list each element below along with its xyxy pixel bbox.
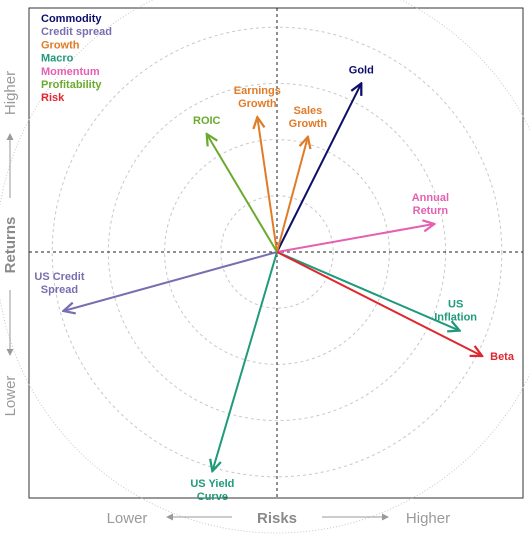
vector-gold — [276, 83, 361, 253]
y-axis-down-arrow — [6, 290, 14, 356]
vector-roic — [207, 134, 278, 253]
y-axis-up-arrow — [6, 133, 14, 198]
x-axis-low-label: Lower — [107, 510, 148, 527]
vector-label-annual-return: Annual Return — [412, 192, 449, 217]
x-axis-right-arrow — [322, 513, 389, 521]
vector-label-group: Gold US Credit Spread Earnings Growth Sales Gr… — [34, 64, 514, 503]
legend-item-credit-spread: Credit spread — [41, 26, 112, 38]
vector-earnings-growth — [257, 117, 278, 253]
vector-label-beta: Beta — [490, 351, 515, 363]
legend-item-macro: Macro — [41, 53, 74, 65]
vector-sales-growth — [276, 137, 308, 253]
vector-annual-return — [276, 224, 434, 253]
legend-item-growth: Growth — [41, 39, 80, 51]
vector-beta — [276, 251, 482, 356]
vector-label-us-credit-spread: US Credit Spread — [34, 271, 84, 296]
vector-label-us-yield-curve: US Yield Curve — [190, 478, 234, 503]
vector-us-yield-curve — [212, 251, 278, 471]
legend-item-momentum: Momentum — [41, 66, 100, 78]
vector-us-inflation — [276, 251, 460, 331]
x-axis-title: Risks — [257, 510, 297, 527]
y-axis-low-label: Lower — [2, 376, 19, 417]
y-axis-title: Returns — [2, 217, 19, 274]
vector-label-sales-growth: Sales Growth — [289, 105, 328, 130]
vector-label-us-inflation: US Inflation — [434, 299, 477, 324]
legend-item-risk: Risk — [41, 92, 65, 104]
legend-item-profitability: Profitability — [41, 79, 102, 91]
y-axis-high-label: Higher — [2, 71, 19, 115]
legend-item-commodity: Commodity — [41, 13, 102, 25]
vector-group — [63, 83, 482, 471]
vector-us-credit-spread — [63, 251, 278, 311]
vector-label-roic: ROIC — [193, 115, 221, 127]
x-axis-left-arrow — [166, 513, 232, 521]
x-axis-high-label: Higher — [406, 510, 450, 527]
vector-label-gold: Gold — [349, 64, 374, 76]
vector-label-earnings-growth: Earnings Growth — [234, 85, 281, 110]
